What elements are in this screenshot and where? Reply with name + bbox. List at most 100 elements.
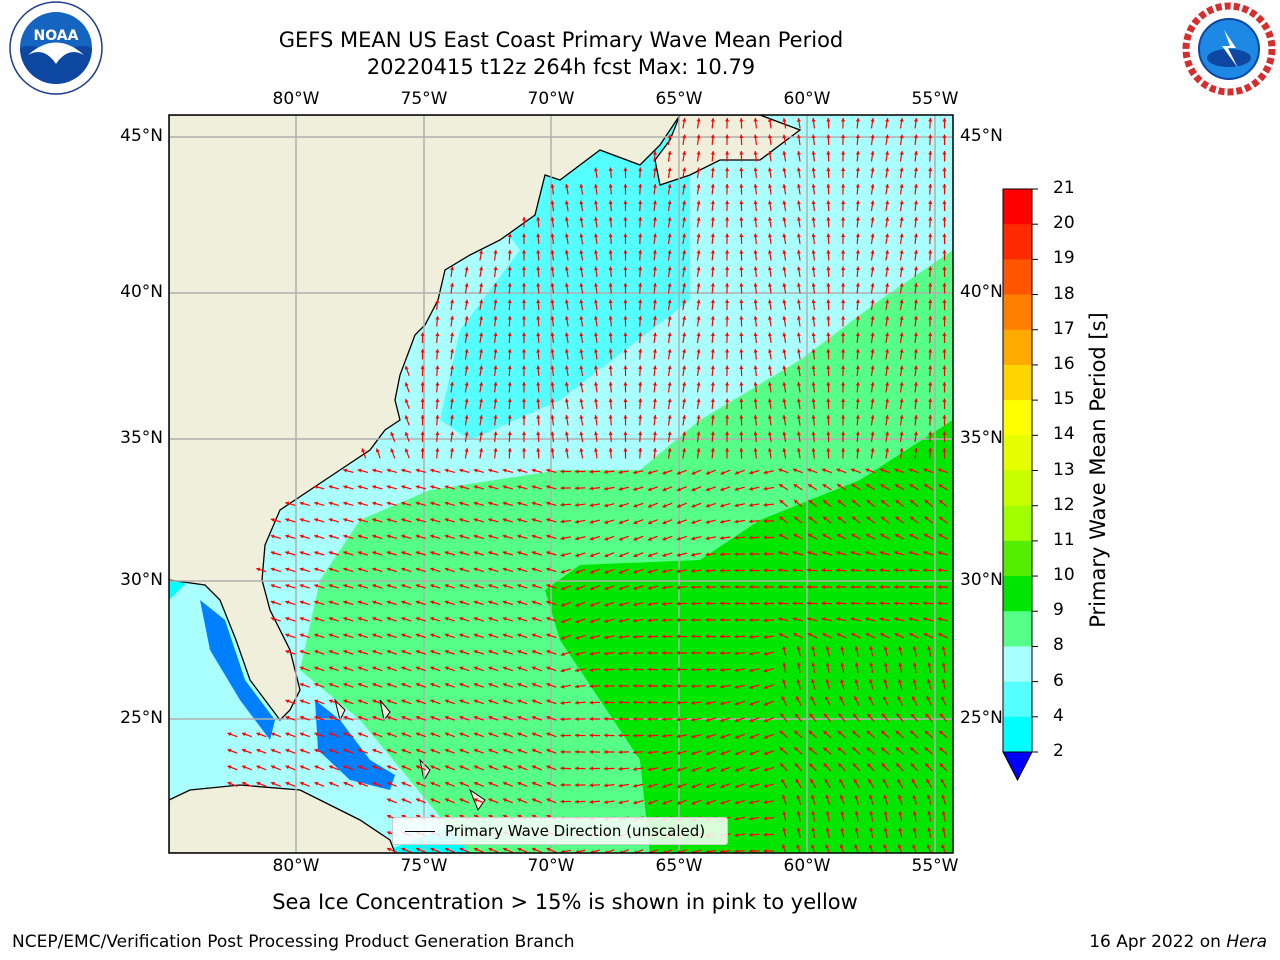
wave-direction-arrow: [667, 299, 672, 311]
wave-direction-arrow: [564, 431, 569, 443]
wave-direction-arrow: [696, 134, 701, 146]
wave-direction-arrow: [753, 282, 758, 294]
wave-direction-arrow: [855, 282, 860, 294]
wave-direction-arrow: [536, 414, 541, 426]
wave-direction-arrow: [696, 398, 701, 410]
wave-direction-arrow: [725, 134, 730, 146]
wave-direction-arrow: [285, 501, 296, 507]
noaa-logo: NOAA: [8, 0, 104, 100]
wave-direction-arrow: [739, 315, 744, 327]
wave-direction-arrow: [647, 602, 659, 607]
wave-direction-arrow: [604, 585, 615, 591]
wave-direction-arrow: [652, 365, 657, 377]
colorbar-segment: [1003, 259, 1032, 296]
wave-direction-arrow: [734, 668, 746, 673]
colorbar-tick-label: 17: [1053, 318, 1075, 339]
wave-direction-arrow: [623, 282, 628, 294]
wave-direction-arrow: [767, 282, 772, 294]
wave-direction-arrow: [420, 398, 425, 410]
wave-direction-arrow: [927, 646, 932, 657]
wave-direction-arrow: [923, 632, 934, 639]
wave-direction-arrow: [390, 448, 396, 459]
wave-direction-arrow: [536, 249, 541, 261]
wave-direction-arrow: [739, 150, 744, 162]
wave-direction-arrow: [488, 518, 499, 523]
wave-direction-arrow: [826, 249, 831, 261]
wave-direction-arrow: [560, 536, 572, 541]
wave-direction-arrow: [560, 519, 572, 524]
wave-direction-arrow: [753, 216, 758, 228]
wave-direction-arrow: [739, 167, 744, 179]
wave-direction-arrow: [531, 501, 543, 507]
wave-direction-arrow: [517, 534, 528, 540]
wave-direction-arrow: [793, 516, 803, 524]
wave-direction-arrow: [763, 618, 775, 623]
wave-direction-arrow: [593, 216, 599, 228]
wave-direction-arrow: [710, 381, 715, 393]
wave-direction-arrow: [851, 533, 861, 540]
wave-direction-arrow: [420, 431, 425, 443]
wave-direction-arrow: [608, 167, 613, 179]
wave-direction-arrow: [749, 486, 760, 491]
wave-direction-arrow: [314, 633, 325, 639]
wave-direction-arrow: [521, 447, 527, 459]
wave-direction-arrow: [928, 150, 933, 162]
wave-direction-arrow: [357, 649, 369, 655]
wave-direction-arrow: [841, 414, 846, 426]
wave-direction-arrow: [705, 667, 717, 672]
wave-direction-arrow: [821, 584, 833, 590]
wave-direction-arrow: [682, 151, 687, 162]
wave-direction-arrow: [885, 316, 890, 327]
wave-direction-arrow: [623, 348, 628, 360]
wave-direction-arrow: [865, 617, 876, 622]
wave-direction-arrow: [502, 600, 514, 606]
wave-direction-arrow: [710, 117, 715, 129]
wave-direction-arrow: [667, 233, 672, 245]
wave-direction-arrow: [913, 233, 918, 245]
wave-direction-arrow: [836, 551, 847, 556]
wave-direction-arrow: [811, 299, 816, 311]
wave-direction-arrow: [604, 503, 615, 508]
wave-direction-arrow: [357, 518, 369, 523]
wave-direction-arrow: [898, 646, 903, 657]
wave-direction-arrow: [908, 617, 920, 622]
wave-direction-arrow: [372, 485, 383, 490]
wave-direction-arrow: [753, 414, 758, 426]
wave-direction-arrow: [564, 414, 569, 426]
wave-direction-arrow: [841, 150, 846, 162]
wave-direction-arrow: [696, 200, 701, 212]
wave-direction-arrow: [682, 250, 687, 261]
wave-direction-arrow: [855, 315, 860, 327]
wave-direction-arrow: [493, 398, 498, 410]
wave-direction-arrow: [647, 486, 659, 492]
wave-direction-arrow: [550, 183, 555, 195]
wave-direction-arrow: [850, 601, 862, 606]
wave-direction-arrow: [937, 584, 949, 590]
wave-direction-arrow: [696, 233, 701, 245]
wave-direction-arrow: [937, 568, 949, 573]
wave-direction-arrow: [589, 469, 601, 474]
wave-direction-arrow: [343, 666, 354, 672]
wave-direction-arrow: [375, 448, 381, 459]
wave-direction-arrow: [753, 233, 758, 245]
wave-direction-arrow: [870, 299, 875, 311]
wave-direction-arrow: [682, 184, 687, 195]
wave-direction-arrow: [473, 600, 485, 606]
wave-direction-arrow: [488, 501, 499, 507]
wave-direction-arrow: [579, 200, 584, 212]
wave-direction-arrow: [725, 315, 730, 327]
wave-direction-arrow: [608, 200, 613, 212]
wave-direction-arrow: [691, 486, 702, 492]
wave-direction-arrow: [937, 468, 948, 474]
wave-direction-arrow: [739, 200, 744, 212]
wave-direction-arrow: [885, 217, 890, 228]
wave-direction-arrow: [826, 381, 831, 393]
wave-direction-arrow: [521, 332, 527, 344]
wave-direction-arrow: [493, 381, 498, 393]
wave-direction-arrow: [811, 183, 816, 195]
wave-direction-arrow: [285, 633, 296, 639]
wave-direction-arrow: [285, 518, 296, 523]
wave-direction-arrow: [899, 348, 904, 360]
wave-direction-arrow: [811, 381, 816, 393]
wave-direction-arrow: [662, 502, 673, 508]
